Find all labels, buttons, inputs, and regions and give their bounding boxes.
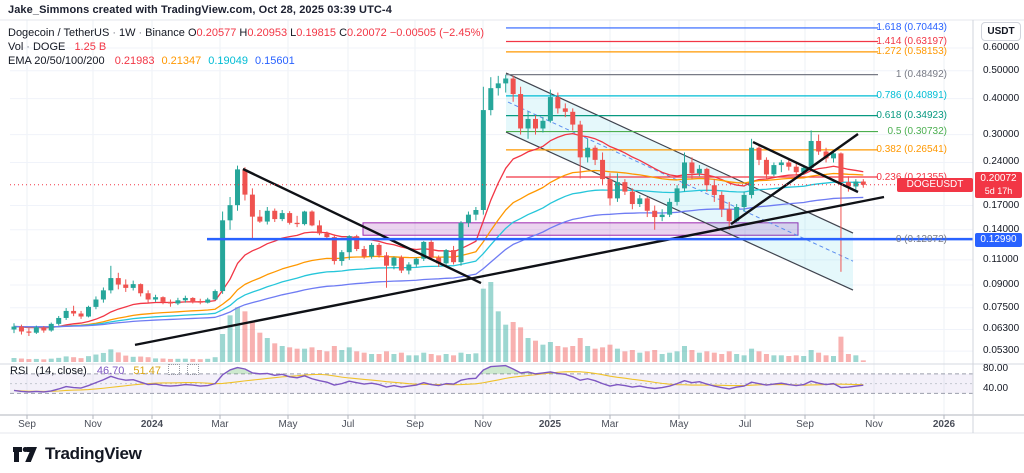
hline-price-badge: 0.12990 (975, 233, 1022, 247)
time-axis-label: Mar (601, 419, 619, 430)
ohlc-key: O (187, 27, 197, 39)
fib-label-0: 0 (0.12972) (895, 233, 947, 245)
price-tick: 0.60000 (983, 42, 1020, 53)
ohlc-key: L (287, 27, 297, 39)
ema-value: 0.15601 (255, 55, 295, 67)
rsi-ma-line (13, 371, 864, 392)
fib-label-0.618: 0.618 (0.34923) (876, 110, 947, 122)
rsi-params: (14, close) (35, 365, 87, 377)
volume-bars (11, 282, 866, 362)
chart-legend: Dogecoin / TetherUS · 1W · Binance O0.20577 … (8, 26, 484, 68)
channel-top-line (505, 72, 854, 234)
ema-value: 0.21983 (114, 55, 155, 67)
time-axis-label: 2026 (932, 419, 956, 430)
ohlc-value: 0.20577 (196, 27, 237, 39)
trendline-descending-mar-2024 (242, 167, 482, 285)
interval-label: 1W (118, 27, 136, 39)
ema-20-line (13, 132, 864, 329)
ema-label: EMA 20/50/100/200 (8, 55, 105, 67)
exchange-label: Binance (145, 27, 185, 39)
symbol-legend-row[interactable]: Dogecoin / TetherUS · 1W · Binance O0.20577 … (8, 27, 485, 39)
rsi-scale-tick: 40.00 (983, 382, 1009, 394)
price-tick: 0.06300 (983, 323, 1020, 335)
volume-value: 1.25 B (74, 41, 107, 53)
price-tick: 0.50000 (983, 64, 1020, 76)
ema-values: 0.21983 0.21347 0.19049 0.15601 (108, 55, 295, 67)
channel-mid-line (507, 101, 854, 262)
rsi-overbought-fill (479, 365, 536, 374)
trendline-long-term-support (134, 195, 885, 347)
price-tick: 0.07500 (983, 301, 1020, 313)
ohlc-value: 0.20953 (247, 27, 288, 39)
time-axis-label: Jul (341, 419, 355, 430)
credit-line: Jake_Simmons created with TradingView.co… (8, 4, 392, 16)
rsi-legend-row[interactable]: RSI (14, close) 46.70 51.47 (10, 364, 200, 377)
rsi-line (13, 364, 864, 393)
price-tick: 0.24000 (983, 156, 1020, 168)
price-tick: 0.17000 (983, 199, 1020, 211)
price-scale[interactable]: USDT 0.60000 0.50000 0.40000 0.30000 0.24000… (974, 20, 1024, 433)
last-price-value: 0.20072 (980, 173, 1017, 184)
time-axis-label: Sep (18, 419, 36, 430)
time-axis-label: Nov (474, 419, 492, 430)
fib-label-0.236: 0.236 (0.21355) (876, 171, 947, 183)
change-value: −0.00505 (−2.45%) (386, 27, 485, 39)
fib-label-1.618: 1.618 (0.70443) (876, 22, 947, 34)
time-axis-label: May (278, 419, 298, 430)
more-options-icon[interactable] (187, 364, 200, 375)
bar-countdown: 5d 17h (984, 186, 1013, 196)
time-axis-label: Sep (406, 419, 424, 430)
time-axis-label: Mar (211, 419, 229, 430)
trendline-wedge-resistance (752, 140, 859, 194)
visibility-eye-icon[interactable] (168, 364, 181, 375)
price-tick: 0.09000 (983, 278, 1020, 290)
ohlc-value: 0.20072 (347, 27, 387, 39)
trendline-wedge-support (730, 133, 859, 226)
channel-bottom-line (505, 131, 854, 291)
rsi-value: 46.70 (96, 365, 125, 377)
price-tick: 0.11000 (983, 253, 1019, 265)
tradingview-logo[interactable]: TradingView (12, 444, 142, 464)
time-axis-label: 2025 (538, 419, 562, 430)
rsi-label: RSI (10, 365, 29, 377)
ohlc-key: H (236, 27, 248, 39)
time-axis-label: Nov (84, 419, 102, 430)
volume-legend-row[interactable]: Vol · DOGE 1.25 B (8, 41, 107, 53)
time-axis-label: Nov (865, 419, 883, 430)
price-tick: 0.30000 (983, 128, 1020, 140)
ohlc-value: 0.19815 (296, 27, 337, 39)
price-tick: 0.05300 (983, 345, 1020, 357)
fib-label-1.272: 1.272 (0.58153) (876, 46, 947, 58)
fib-label-0.786: 0.786 (0.40891) (876, 90, 947, 102)
time-axis-label: May (669, 419, 689, 430)
tradingview-logo-text: TradingView (45, 444, 142, 463)
fib-label-1: 1 (0.48492) (895, 69, 947, 81)
time-axis-label: Sep (796, 419, 814, 430)
price-tick: 0.40000 (983, 92, 1020, 104)
price-tick: 0.14000 (983, 223, 1020, 235)
fib-label-0.382: 0.382 (0.26541) (876, 144, 947, 156)
currency-unit-button[interactable]: USDT (981, 22, 1021, 41)
ohlc-key: C (336, 27, 348, 39)
symbol-name: Dogecoin / TetherUS (8, 27, 110, 39)
last-price-badge: 0.20072 5d 17h (975, 172, 1022, 198)
ohlc-values: O0.20577 H0.20953 L0.19815 C0.20072 −0.0… (188, 27, 484, 39)
rsi-ma-value: 51.47 (133, 365, 161, 377)
tradingview-logo-icon (13, 446, 37, 462)
time-axis-label: 2024 (140, 419, 164, 430)
ema-legend-row[interactable]: EMA 20/50/100/200 0.21983 0.21347 0.19049 0… (8, 54, 484, 68)
fib-label-1.414: 1.414 (0.63197) (876, 36, 947, 48)
symbol-price-label: DOGEUSDT (897, 178, 973, 192)
ema-value: 0.21347 (161, 55, 202, 67)
fib-label-0.5: 0.5 (0.30732) (887, 126, 948, 138)
volume-symbol: DOGE (32, 41, 66, 53)
candles (11, 74, 866, 337)
ema-value: 0.19049 (208, 55, 248, 67)
rect-zone-drawing (362, 222, 799, 236)
time-axis-label: Jul (738, 419, 752, 430)
volume-label: Vol (8, 41, 24, 53)
rsi-scale-tick: 80.00 (983, 363, 1009, 374)
